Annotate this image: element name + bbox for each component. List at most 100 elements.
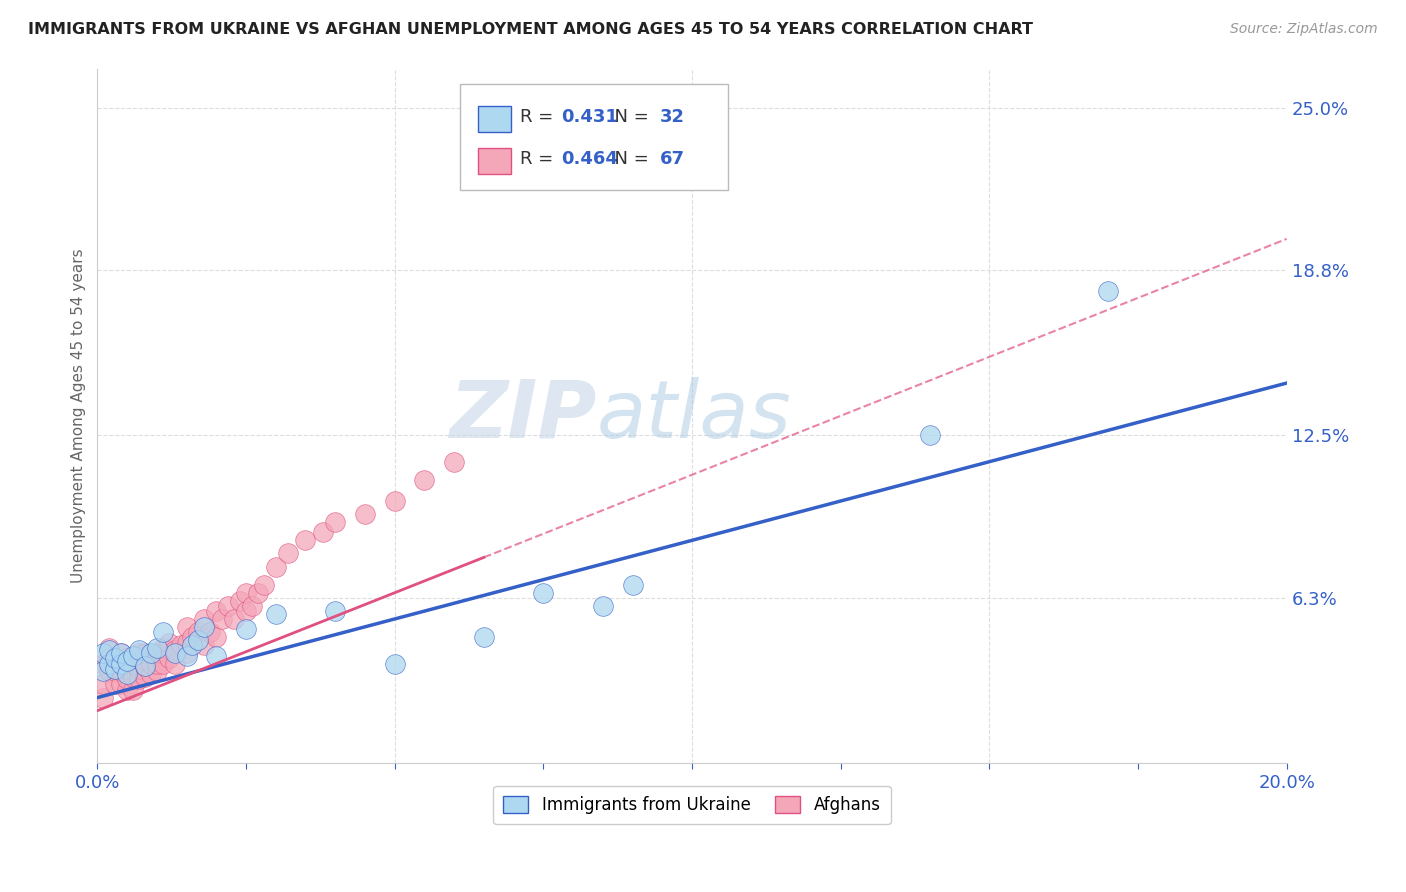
Point xyxy=(235,604,257,618)
Point xyxy=(187,632,209,647)
Point xyxy=(91,646,114,660)
Point xyxy=(98,643,121,657)
Point xyxy=(115,672,138,686)
Point xyxy=(157,635,180,649)
Bar xyxy=(478,148,512,174)
Point xyxy=(98,640,121,655)
Point xyxy=(98,657,121,671)
Point xyxy=(235,623,257,637)
Point xyxy=(193,620,215,634)
Point xyxy=(181,630,204,644)
Point xyxy=(139,646,162,660)
Point xyxy=(211,612,233,626)
Text: IMMIGRANTS FROM UKRAINE VS AFGHAN UNEMPLOYMENT AMONG AGES 45 TO 54 YEARS CORRELA: IMMIGRANTS FROM UKRAINE VS AFGHAN UNEMPL… xyxy=(28,22,1033,37)
Point xyxy=(110,646,132,660)
Point xyxy=(277,546,299,560)
Text: 67: 67 xyxy=(659,150,685,168)
Point xyxy=(264,607,287,621)
Point xyxy=(217,599,239,613)
Point xyxy=(157,651,180,665)
Point xyxy=(152,640,174,655)
Point xyxy=(152,657,174,671)
Text: Source: ZipAtlas.com: Source: ZipAtlas.com xyxy=(1230,22,1378,37)
Point xyxy=(531,586,554,600)
Point xyxy=(115,667,138,681)
Point xyxy=(134,646,156,660)
Point xyxy=(146,640,169,655)
Text: 0.464: 0.464 xyxy=(561,150,619,168)
Point xyxy=(163,646,186,660)
Point xyxy=(246,586,269,600)
Text: ZIP: ZIP xyxy=(450,376,598,455)
Point xyxy=(163,657,186,671)
Point xyxy=(224,612,246,626)
Point xyxy=(139,667,162,681)
Point xyxy=(146,665,169,679)
Point xyxy=(110,657,132,671)
Point xyxy=(146,657,169,671)
Point xyxy=(235,586,257,600)
Text: N =: N = xyxy=(603,150,654,168)
Point xyxy=(472,630,495,644)
Point xyxy=(122,648,145,663)
Point xyxy=(110,657,132,671)
Point xyxy=(128,662,150,676)
Point xyxy=(176,635,198,649)
Point xyxy=(176,646,198,660)
Point xyxy=(152,625,174,640)
Point xyxy=(104,662,127,676)
FancyBboxPatch shape xyxy=(460,85,728,190)
Point xyxy=(443,455,465,469)
Point xyxy=(413,473,436,487)
Point xyxy=(918,428,941,442)
Point xyxy=(134,659,156,673)
Point xyxy=(115,662,138,676)
Point xyxy=(323,515,346,529)
Point xyxy=(104,677,127,691)
Text: 0.431: 0.431 xyxy=(561,108,619,126)
Point xyxy=(146,646,169,660)
Y-axis label: Unemployment Among Ages 45 to 54 years: Unemployment Among Ages 45 to 54 years xyxy=(72,249,86,583)
Point xyxy=(205,648,228,663)
Point xyxy=(187,625,209,640)
Point xyxy=(205,604,228,618)
Point xyxy=(176,648,198,663)
Text: atlas: atlas xyxy=(598,376,792,455)
Text: 32: 32 xyxy=(659,108,685,126)
Point xyxy=(115,654,138,668)
Point xyxy=(110,677,132,691)
Point xyxy=(169,638,191,652)
Point xyxy=(104,665,127,679)
Point xyxy=(134,659,156,673)
Point xyxy=(98,665,121,679)
Point xyxy=(122,682,145,697)
Point xyxy=(323,604,346,618)
Point xyxy=(104,651,127,665)
Point xyxy=(110,665,132,679)
Point xyxy=(264,559,287,574)
Point xyxy=(98,651,121,665)
Text: R =: R = xyxy=(520,150,558,168)
Point xyxy=(91,677,114,691)
Text: R =: R = xyxy=(520,108,558,126)
Point xyxy=(128,646,150,660)
Point xyxy=(104,651,127,665)
Point xyxy=(134,670,156,684)
Point xyxy=(91,665,114,679)
Point xyxy=(193,612,215,626)
Point xyxy=(621,578,644,592)
Point xyxy=(115,682,138,697)
Point xyxy=(110,646,132,660)
Point xyxy=(384,657,406,671)
Point xyxy=(122,670,145,684)
Point xyxy=(181,638,204,652)
Point xyxy=(384,494,406,508)
Point xyxy=(312,525,335,540)
Point xyxy=(98,657,121,671)
Bar xyxy=(478,106,512,132)
Point xyxy=(354,507,377,521)
Point xyxy=(115,651,138,665)
Point xyxy=(200,625,222,640)
Point xyxy=(128,672,150,686)
Point xyxy=(193,638,215,652)
